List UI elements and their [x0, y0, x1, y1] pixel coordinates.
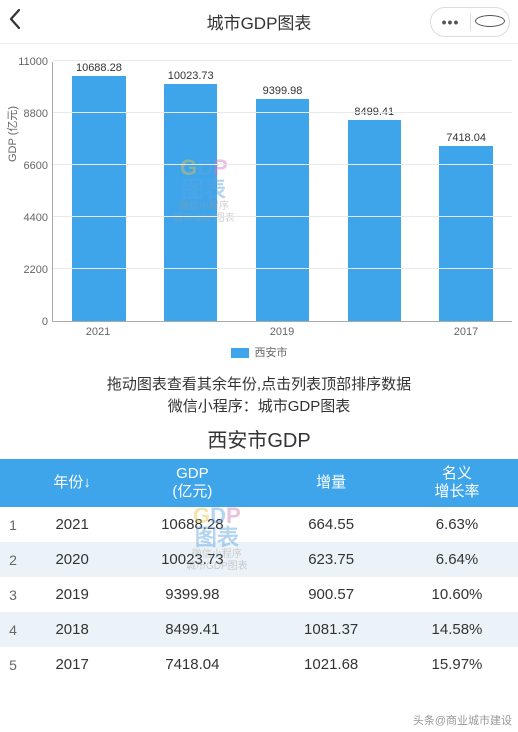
table-header-cell[interactable]: 名义增长率	[396, 459, 518, 507]
table-header-index	[0, 459, 26, 507]
bar[interactable]	[164, 84, 217, 321]
bar-slot[interactable]: 7418.04	[420, 62, 512, 321]
table-cell: 2020	[26, 542, 118, 577]
table-cell: 10.60%	[396, 577, 518, 612]
x-tick-label	[144, 322, 236, 338]
bar-value-label: 10688.28	[76, 62, 122, 74]
table-cell: 623.75	[266, 542, 396, 577]
bar-slot[interactable]: 10023.73	[145, 62, 237, 321]
gridline	[53, 216, 512, 217]
table-cell: 1081.37	[266, 612, 396, 647]
table-row: 1202110688.28664.556.63%	[0, 507, 518, 542]
y-axis: 0220044006600880011000	[6, 62, 52, 322]
table-cell: 15.97%	[396, 647, 518, 682]
x-tick-label: 2019	[236, 322, 328, 338]
y-tick-label: 0	[42, 316, 48, 328]
table-row: 420188499.411081.3714.58%	[0, 612, 518, 647]
bar[interactable]	[348, 120, 401, 321]
table-cell: 2021	[26, 507, 118, 542]
y-tick-label: 6600	[24, 160, 48, 172]
table-cell: 4	[0, 612, 26, 647]
table-header-row[interactable]: 年份↓GDP(亿元)增量名义增长率	[0, 459, 518, 507]
gridline	[53, 112, 512, 113]
table-cell: 10688.28	[118, 507, 266, 542]
miniprogram-capsule[interactable]: •••	[430, 7, 510, 37]
table-cell: 7418.04	[118, 647, 266, 682]
bar[interactable]	[256, 99, 309, 321]
table-cell: 6.64%	[396, 542, 518, 577]
legend-swatch	[231, 348, 249, 358]
table-row: 320199399.98900.5710.60%	[0, 577, 518, 612]
table-cell: 2	[0, 542, 26, 577]
table-body: 1202110688.28664.556.63%2202010023.73623…	[0, 507, 518, 682]
legend-label: 西安市	[255, 347, 288, 359]
y-tick-label: 11000	[18, 56, 48, 68]
table-row: 520177418.041021.6815.97%	[0, 647, 518, 682]
caption-line-2: 微信小程序：城市GDP图表	[0, 396, 518, 418]
table-cell: 14.58%	[396, 612, 518, 647]
table-cell: 6.63%	[396, 507, 518, 542]
y-tick-label: 2200	[24, 264, 48, 276]
table-title: 西安市GDP	[0, 424, 518, 453]
bar[interactable]	[439, 146, 492, 321]
chart-legend: 西安市	[6, 344, 512, 360]
bar-slot[interactable]: 9399.98	[237, 62, 329, 321]
menu-icon[interactable]: •••	[436, 15, 466, 29]
table-cell: 5	[0, 647, 26, 682]
x-tick-label: 2017	[420, 322, 512, 338]
caption-line-1: 拖动图表查看其余年份,点击列表顶部排序数据	[0, 374, 518, 396]
table-cell: 2018	[26, 612, 118, 647]
close-icon[interactable]	[475, 15, 505, 29]
table-header-cell[interactable]: 增量	[266, 459, 396, 507]
table-cell: 9399.98	[118, 577, 266, 612]
table-cell: 664.55	[266, 507, 396, 542]
table-header-cell[interactable]: 年份↓	[26, 459, 118, 507]
table-row: 2202010023.73623.756.64%	[0, 542, 518, 577]
plot-area[interactable]: 10688.2810023.739399.988499.417418.04 GD…	[52, 62, 512, 322]
gridline	[53, 164, 512, 165]
x-axis: 2021 2019 2017	[52, 322, 512, 338]
bar-value-label: 9399.98	[263, 85, 303, 97]
bar-slot[interactable]: 8499.41	[328, 62, 420, 321]
gridline	[53, 60, 512, 61]
capsule-separator	[470, 13, 471, 31]
table-cell: 3	[0, 577, 26, 612]
bar-slot[interactable]: 10688.28	[53, 62, 145, 321]
y-tick-label: 4400	[24, 212, 48, 224]
table-cell: 2017	[26, 647, 118, 682]
gdp-bar-chart[interactable]: GDP (亿元) 0220044006600880011000 10688.28…	[0, 44, 518, 364]
x-tick-label	[328, 322, 420, 338]
gdp-table: 年份↓GDP(亿元)增量名义增长率 1202110688.28664.556.6…	[0, 459, 518, 682]
bar-value-label: 7418.04	[446, 132, 486, 144]
gridline	[53, 268, 512, 269]
app-header: 城市GDP图表 •••	[0, 0, 518, 44]
table-cell: 1021.68	[266, 647, 396, 682]
table-cell: 1	[0, 507, 26, 542]
source-attribution: 头条@商业城市建设	[413, 712, 512, 728]
table-cell: 8499.41	[118, 612, 266, 647]
table-cell: 2019	[26, 577, 118, 612]
bar-value-label: 10023.73	[168, 70, 214, 82]
table-cell: 10023.73	[118, 542, 266, 577]
chart-caption: 拖动图表查看其余年份,点击列表顶部排序数据 微信小程序：城市GDP图表	[0, 374, 518, 418]
y-tick-label: 8800	[24, 108, 48, 120]
table-header-cell[interactable]: GDP(亿元)	[118, 459, 266, 507]
x-tick-label: 2021	[52, 322, 144, 338]
table-cell: 900.57	[266, 577, 396, 612]
